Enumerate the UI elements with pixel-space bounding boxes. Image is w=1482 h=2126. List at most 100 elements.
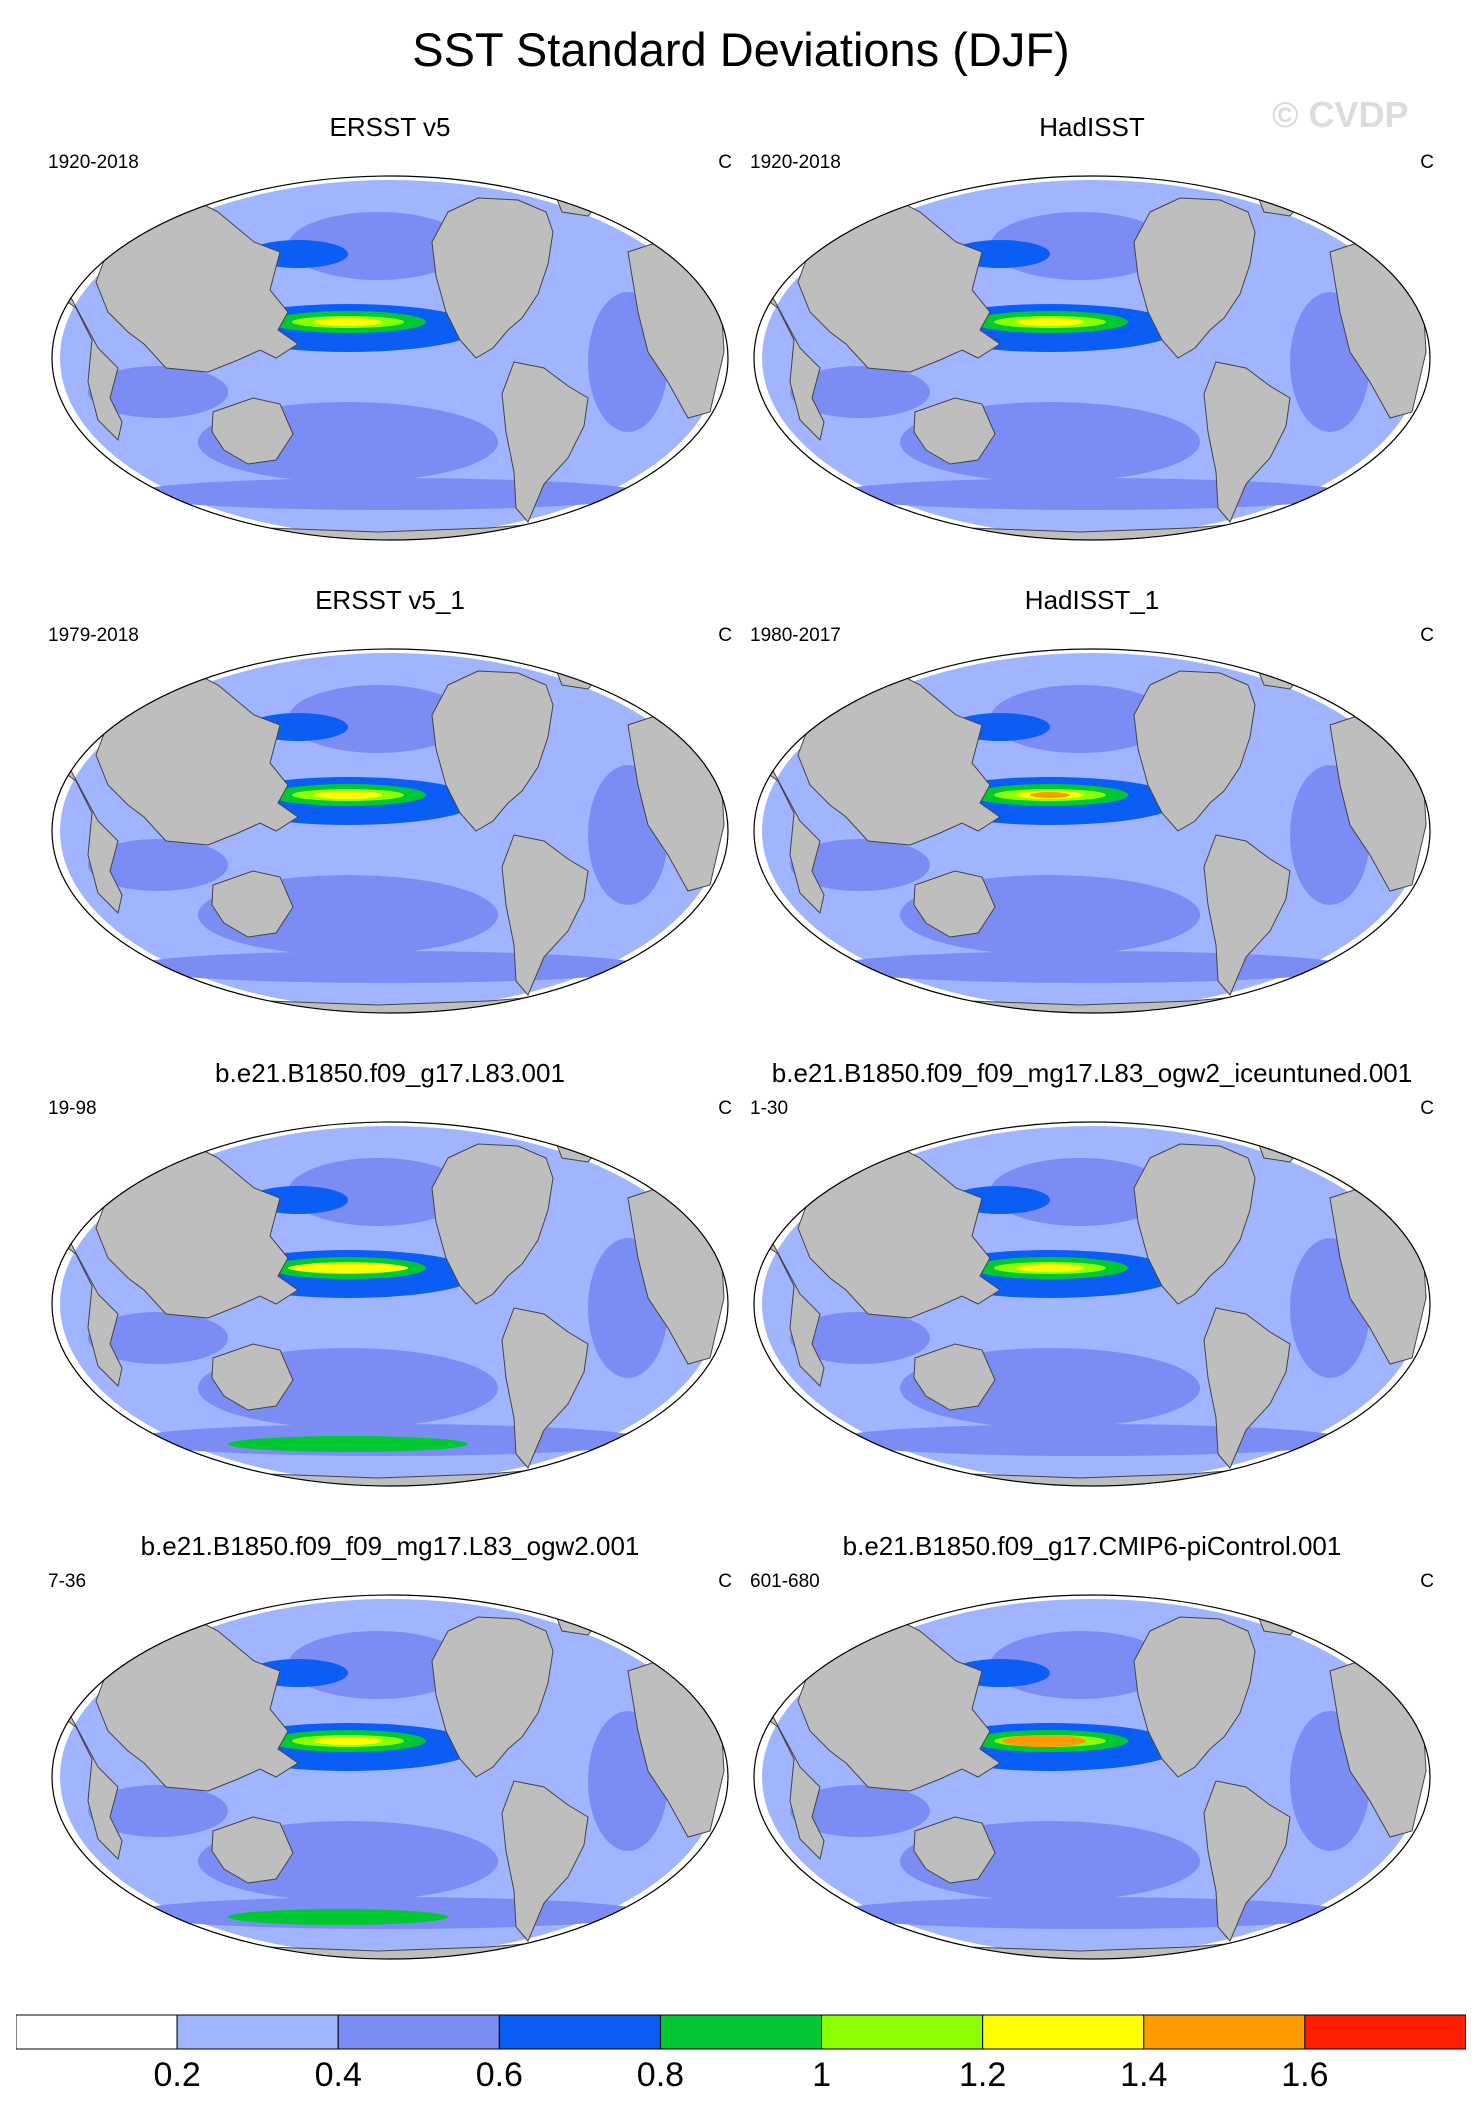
level-4-southern	[228, 1909, 448, 1925]
colorbar-tick-label: 1.4	[1120, 2056, 1168, 2094]
map-panel: ERSST v5 1920-2018 C	[40, 112, 740, 552]
land-south-america	[501, 1307, 589, 1469]
land-australia	[211, 397, 294, 465]
level-2-southern-ocean	[830, 1897, 1350, 1929]
colorbar-box	[821, 2014, 984, 2050]
panel-units: C	[718, 625, 732, 646]
land-europe-africa	[52, 1710, 123, 1860]
world-map	[51, 1594, 729, 1960]
colorbar-box	[982, 2014, 1145, 2050]
land-asia	[95, 1131, 299, 1319]
colorbar-tick-label: 0.8	[636, 2056, 685, 2094]
land-australia	[211, 1343, 294, 1411]
land-asia	[797, 185, 1001, 373]
level-2-southern-ocean	[830, 478, 1350, 510]
land-north-america	[1133, 670, 1256, 832]
map-panel: b.e21.B1850.f09_g17.CMIP6-piControl.001 6…	[742, 1531, 1442, 1971]
colorbar	[16, 2014, 1466, 2050]
panel-title: b.e21.B1850.f09_f09_mg17.L83_ogw2.001	[140, 1531, 640, 1561]
panel-years: 19-98	[48, 1098, 97, 1119]
panel-title: b.e21.B1850.f09_g17.L83.001	[215, 1058, 565, 1088]
colorbar-box	[1143, 2014, 1306, 2050]
land-asia	[797, 658, 1001, 846]
map-panel: b.e21.B1850.f09_g17.L83.001 19-98 C	[40, 1058, 740, 1498]
map-border	[753, 1594, 1431, 1960]
panel-title: b.e21.B1850.f09_g17.CMIP6-piControl.001	[842, 1531, 1342, 1561]
colorbar-tick-label: 0.4	[314, 2056, 362, 2094]
colorbar-tick-label: 0.2	[153, 2056, 201, 2094]
land-south-america	[501, 834, 589, 996]
world-map	[51, 648, 729, 1014]
panel-units: C	[1420, 1098, 1434, 1119]
colorbar-tick-label: 1.6	[1281, 2056, 1329, 2094]
land-europe-africa	[52, 1237, 123, 1387]
colorbar-tick-label: 1.2	[959, 2056, 1007, 2094]
panel-title: ERSST v5_1	[315, 585, 465, 615]
map-border	[51, 175, 729, 541]
map-panel: HadISST_1 1980-2017 C	[742, 585, 1442, 1025]
level-6-nino-peak	[1016, 1264, 1084, 1272]
land-south-america	[1203, 1307, 1291, 1469]
land-australia	[211, 870, 294, 938]
panel-years: 1979-2018	[48, 625, 139, 646]
colorbar-box	[176, 2014, 339, 2050]
land-south-america	[1203, 834, 1291, 996]
land-north-america	[1133, 197, 1256, 359]
level-2-indian	[790, 366, 930, 418]
level-2-indian	[790, 1785, 930, 1837]
panel-title: ERSST v5	[329, 112, 451, 142]
land-europe-africa	[754, 1237, 825, 1387]
land-europe-africa	[754, 291, 825, 441]
map-panel: ERSST v5_1 1979-2018 C	[40, 585, 740, 1025]
land-north-america	[431, 1143, 554, 1305]
level-6-nino-peak	[314, 1737, 382, 1745]
map-panel: HadISST 1920-2018 C	[742, 112, 1442, 552]
land-north-america	[1133, 1143, 1256, 1305]
panel-years: 601-680	[750, 1571, 820, 1592]
land-north-america	[431, 670, 554, 832]
land-europe-africa	[52, 764, 123, 914]
colorbar-tick-label: 1	[812, 2056, 832, 2094]
panel-units: C	[718, 1571, 732, 1592]
panel-title: HadISST_1	[1024, 585, 1160, 615]
colorbar-box	[16, 2014, 178, 2050]
level-7-nino-max	[1002, 1735, 1086, 1747]
land-north-america	[431, 197, 554, 359]
land-asia	[95, 1604, 299, 1792]
level-2-indian	[88, 1785, 228, 1837]
land-australia	[913, 1816, 996, 1884]
level-2-indian	[88, 1312, 228, 1364]
panel-units: C	[718, 1098, 732, 1119]
panel-years: 1920-2018	[750, 152, 841, 173]
world-map	[51, 1121, 729, 1487]
map-panel: b.e21.B1850.f09_f09_mg17.L83_ogw2.001 7-3…	[40, 1531, 740, 1971]
panel-title: HadISST	[1039, 112, 1145, 142]
land-south-america	[501, 1780, 589, 1942]
world-map	[753, 1121, 1431, 1487]
level-7-nino-max	[1030, 792, 1070, 798]
world-map	[753, 175, 1431, 541]
level-4-southern	[228, 1436, 468, 1452]
level-2-indian	[790, 839, 930, 891]
map-border	[51, 1121, 729, 1487]
colorbar-box	[659, 2014, 823, 2050]
land-south-america	[1203, 1780, 1291, 1942]
colorbar-box	[337, 2014, 500, 2050]
level-2-southern-ocean	[128, 951, 648, 983]
panel-years: 7-36	[48, 1571, 87, 1592]
panel-units: C	[718, 152, 732, 173]
page-title: SST Standard Deviations (DJF)	[412, 23, 1070, 76]
level-6-nino-peak	[314, 791, 382, 799]
land-australia	[913, 870, 996, 938]
world-map	[51, 175, 729, 541]
land-south-america	[1203, 361, 1291, 523]
level-2-southern-ocean	[830, 951, 1350, 983]
panel-units: C	[1420, 152, 1434, 173]
panel-units: C	[1420, 1571, 1434, 1592]
panel-years: 1980-2017	[750, 625, 841, 646]
level-6-nino-peak	[314, 318, 382, 326]
land-europe-africa	[52, 291, 123, 441]
land-north-america	[431, 1616, 554, 1778]
map-border	[753, 175, 1431, 541]
panel-years: 1-30	[750, 1098, 789, 1119]
